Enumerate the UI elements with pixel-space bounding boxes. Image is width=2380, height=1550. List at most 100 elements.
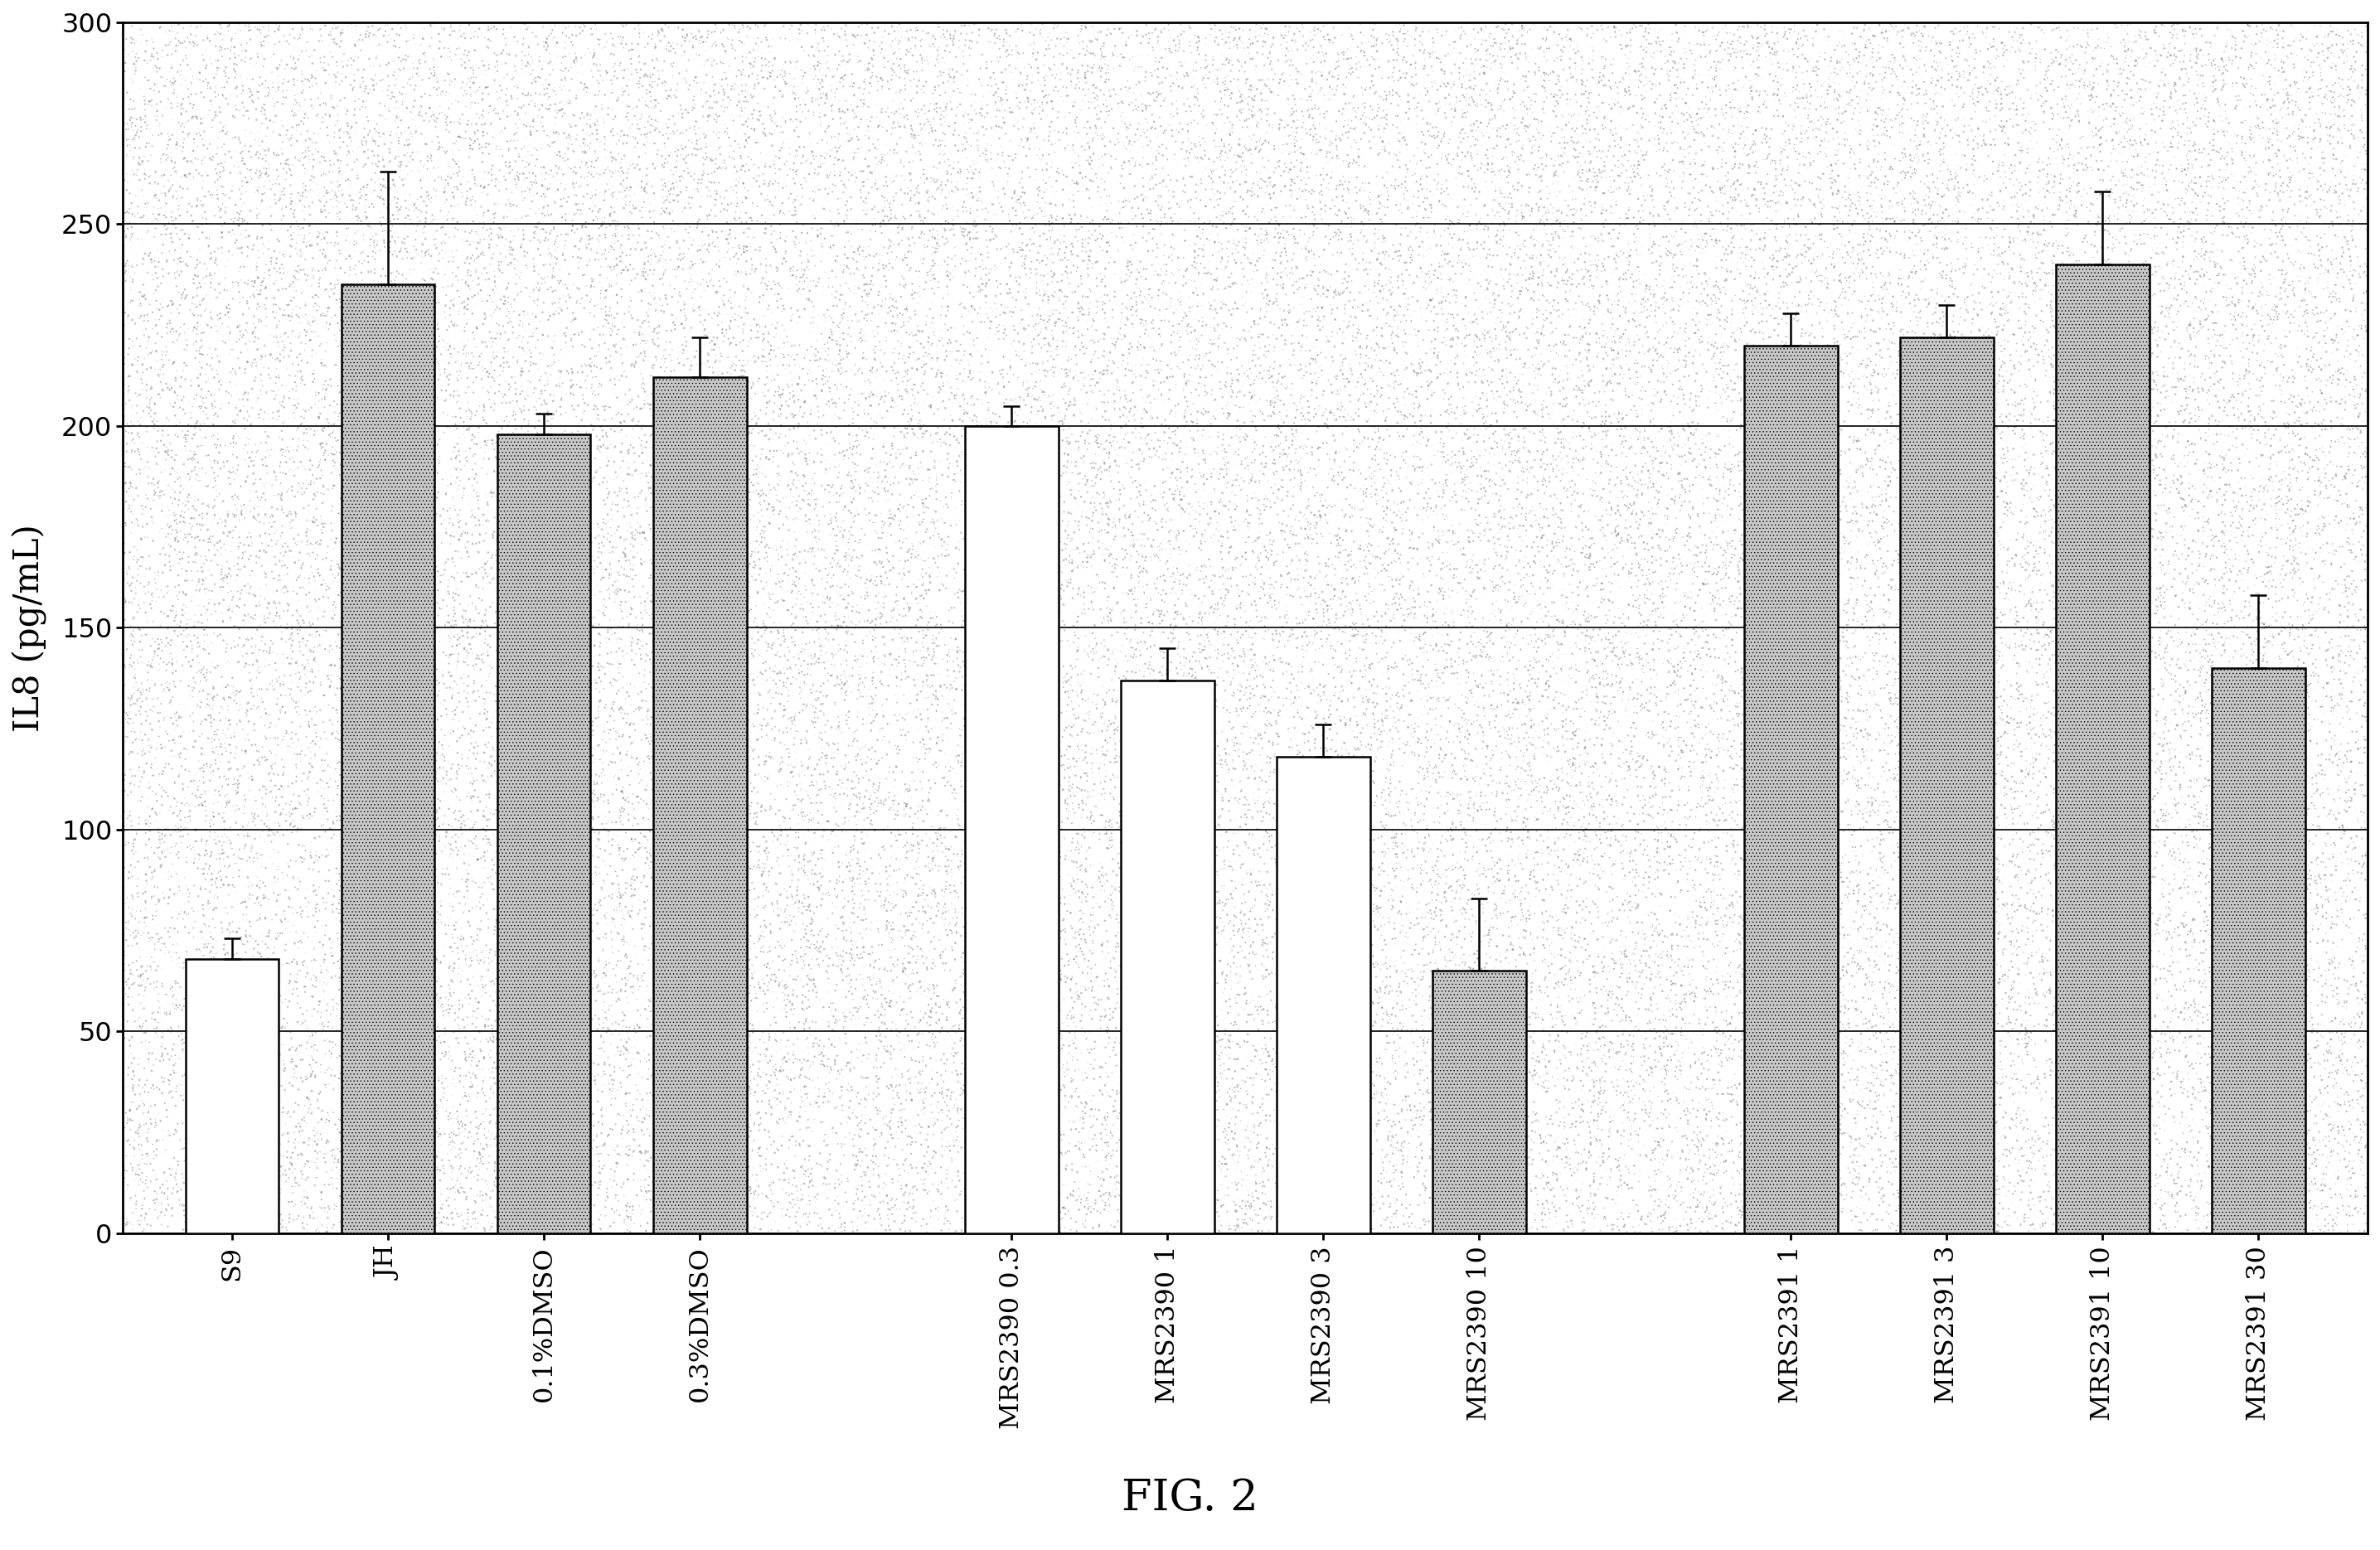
Point (1518, 198, 1557, 223)
Point (835, 169, 873, 194)
Point (738, 780, 776, 804)
Point (2318, 1212, 2356, 1237)
Point (969, 344, 1007, 369)
Point (1504, 857, 1542, 882)
Point (1999, 778, 2037, 803)
Point (2287, 1181, 2325, 1206)
Point (1802, 1091, 1840, 1116)
Point (1004, 984, 1042, 1009)
Point (400, 51, 438, 76)
Point (390, 257, 428, 282)
Point (1266, 854, 1304, 879)
Point (1102, 95, 1140, 119)
Point (2190, 876, 2228, 901)
Point (1787, 502, 1825, 527)
Point (550, 462, 588, 487)
Point (783, 378, 821, 403)
Point (178, 104, 217, 129)
Point (2156, 70, 2194, 95)
Point (1745, 1111, 1783, 1136)
Point (919, 620, 957, 645)
Point (1031, 600, 1069, 625)
Point (1414, 1023, 1452, 1048)
Point (1909, 815, 1947, 840)
Point (1780, 152, 1818, 177)
Point (776, 820, 814, 845)
Point (2071, 470, 2109, 494)
Point (1583, 981, 1621, 1006)
Point (162, 1127, 200, 1152)
Point (1183, 1003, 1221, 1028)
Point (1816, 803, 1854, 828)
Point (1685, 758, 1723, 783)
Point (314, 598, 352, 623)
Point (1666, 823, 1704, 848)
Point (2225, 606, 2263, 631)
Point (2323, 901, 2361, 925)
Point (231, 924, 269, 949)
Point (795, 1184, 833, 1209)
Point (557, 553, 595, 578)
Point (716, 643, 754, 668)
Point (2121, 253, 2159, 277)
Point (150, 550, 188, 575)
Point (326, 1172, 364, 1197)
Point (317, 525, 355, 550)
Point (314, 1077, 352, 1102)
Point (902, 1114, 940, 1139)
Point (1059, 59, 1097, 84)
Point (400, 586, 438, 611)
Point (1566, 736, 1604, 761)
Point (1809, 267, 1847, 291)
Point (633, 547, 671, 572)
Point (2335, 57, 2373, 82)
Point (2128, 54, 2166, 79)
Point (2187, 679, 2225, 704)
Point (2304, 1167, 2342, 1192)
Point (2035, 741, 2073, 766)
Point (1692, 645, 1730, 670)
Point (1416, 1125, 1454, 1150)
Point (2199, 600, 2237, 625)
Point (578, 1183, 616, 1207)
Point (1238, 787, 1276, 812)
Point (374, 908, 412, 933)
Point (766, 1096, 804, 1121)
Point (788, 894, 826, 919)
Point (700, 670, 738, 694)
Point (1230, 916, 1269, 941)
Point (1340, 927, 1378, 952)
Point (169, 530, 207, 555)
Point (2147, 809, 2185, 834)
Point (1421, 581, 1459, 606)
Point (1878, 1178, 1916, 1203)
Point (1830, 364, 1868, 389)
Point (1507, 908, 1545, 933)
Point (321, 752, 359, 777)
Point (2073, 725, 2111, 750)
Point (2309, 804, 2347, 829)
Point (2047, 408, 2085, 432)
Point (1633, 519, 1671, 544)
Point (2097, 1020, 2135, 1045)
Point (445, 315, 483, 339)
Point (1747, 980, 1785, 1004)
Point (1299, 40, 1338, 65)
Point (405, 843, 443, 868)
Point (1609, 474, 1647, 499)
Point (2087, 705, 2125, 730)
Point (731, 839, 769, 863)
Point (1949, 293, 1987, 318)
Point (800, 839, 838, 863)
Point (136, 639, 174, 663)
Point (962, 777, 1000, 801)
Point (1778, 1054, 1816, 1079)
Point (978, 1105, 1016, 1130)
Point (1933, 753, 1971, 778)
Point (1723, 1203, 1761, 1228)
Point (2185, 809, 2223, 834)
Point (1740, 952, 1778, 977)
Point (862, 883, 900, 908)
Point (712, 994, 750, 1018)
Point (1252, 1026, 1290, 1051)
